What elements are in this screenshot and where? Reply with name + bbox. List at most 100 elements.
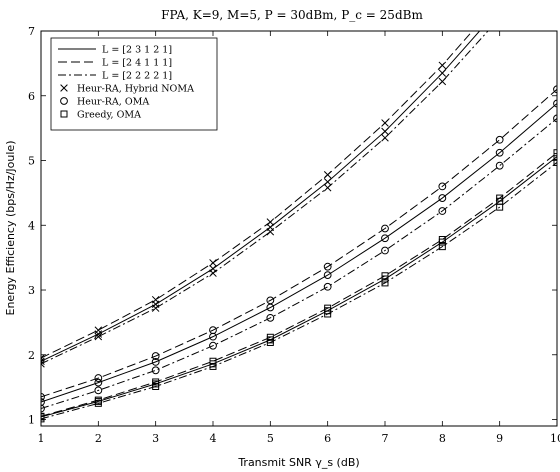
marker-stroke	[41, 363, 45, 368]
y-tick-label: 5	[28, 155, 35, 168]
marker-stroke	[151, 304, 160, 312]
data-point	[495, 135, 504, 144]
data-point	[151, 352, 160, 360]
marker-stroke	[41, 357, 45, 362]
data-point	[496, 203, 504, 211]
marker-stroke	[41, 360, 45, 365]
x-tick-label: 6	[324, 432, 331, 445]
x-tick-label: 1	[38, 432, 45, 445]
legend: L = [2 3 1 2 1] L = [2 4 1 1 1] L = [2 2 2…	[50, 37, 218, 131]
data-point	[381, 234, 389, 243]
data-point	[41, 354, 45, 362]
data-point	[438, 243, 446, 251]
x-tick-label: 3	[152, 432, 159, 445]
data-point	[151, 304, 160, 312]
marker-stroke	[381, 134, 389, 142]
data-point	[323, 171, 332, 179]
data-point	[151, 366, 160, 375]
marker-stroke	[41, 357, 45, 362]
marker-stroke	[209, 269, 217, 277]
plot-frame	[40, 30, 558, 427]
marker-stroke	[41, 354, 45, 359]
data-point	[266, 333, 274, 341]
data-point	[438, 236, 446, 244]
marker-stroke	[381, 127, 389, 136]
series-lines	[41, 31, 557, 420]
data-point	[94, 326, 103, 334]
series-line	[41, 162, 557, 420]
series-line	[41, 88, 557, 398]
x-tick-label: 8	[439, 432, 446, 445]
x-tick-label: 10	[550, 432, 560, 445]
legend-label: L = [2 3 1 2 1]	[102, 45, 172, 56]
data-point	[209, 259, 217, 267]
data-point	[266, 313, 275, 322]
data-point	[438, 77, 447, 86]
data-point	[209, 362, 217, 370]
data-point	[152, 383, 160, 390]
series-line	[41, 152, 557, 417]
data-point	[41, 415, 45, 423]
data-point	[151, 357, 160, 366]
plot-area	[41, 0, 557, 423]
data-point	[496, 0, 503, 3]
marker-stroke	[438, 61, 447, 70]
marker-stroke	[496, 15, 503, 22]
data-point	[266, 296, 275, 305]
x-tick-label: 9	[496, 432, 503, 445]
marker-stroke	[496, 0, 503, 3]
data-point	[323, 178, 332, 186]
x-tick-label: 5	[267, 432, 274, 445]
data-point	[94, 374, 103, 382]
marker-stroke	[496, 0, 503, 3]
data-point	[41, 404, 45, 413]
data-point	[438, 182, 447, 191]
data-point	[266, 218, 275, 226]
data-point	[323, 262, 332, 271]
marker-stroke	[438, 69, 447, 77]
legend-marker	[60, 84, 68, 92]
marker-stroke	[496, 5, 503, 12]
legend-label: Heur-RA, Hybrid NOMA	[77, 84, 194, 95]
data-point	[324, 310, 332, 318]
series-line	[41, 31, 481, 362]
data-point	[41, 360, 45, 368]
data-point	[381, 224, 389, 233]
legend-marker	[60, 97, 68, 105]
marker-stroke	[266, 218, 275, 226]
data-point	[496, 194, 504, 202]
marker-stroke	[496, 5, 503, 12]
axis-ticks	[40, 30, 558, 426]
legend-marker	[60, 110, 68, 118]
data-point	[438, 207, 447, 215]
marker-stroke	[323, 171, 332, 179]
y-tick-label: 6	[28, 90, 35, 103]
y-tick-label: 1	[28, 414, 35, 427]
series-line	[41, 156, 557, 418]
marker-stroke	[94, 326, 103, 334]
data-point	[209, 269, 217, 277]
data-point	[553, 153, 557, 161]
data-point	[41, 398, 45, 406]
data-point	[323, 183, 332, 192]
marker-stroke	[60, 84, 68, 92]
data-point	[94, 378, 103, 387]
data-point	[381, 119, 389, 127]
data-point	[266, 227, 275, 236]
legend-label: L = [2 2 2 2 1]	[102, 71, 172, 82]
data-point	[496, 5, 503, 12]
data-point	[94, 386, 103, 395]
legend-label: Greedy, OMA	[77, 110, 141, 121]
marker-stroke	[266, 227, 275, 236]
data-point	[266, 338, 274, 346]
data-point	[94, 332, 103, 341]
marker-stroke	[209, 259, 217, 267]
data-point	[495, 148, 504, 157]
marker-stroke	[323, 178, 332, 186]
marker-stroke	[323, 183, 332, 192]
series-markers	[41, 0, 557, 423]
data-point	[553, 149, 557, 157]
data-point	[438, 61, 447, 70]
y-axis-label: Energy Efficiency (bps/Hz/Joule)	[4, 141, 17, 316]
